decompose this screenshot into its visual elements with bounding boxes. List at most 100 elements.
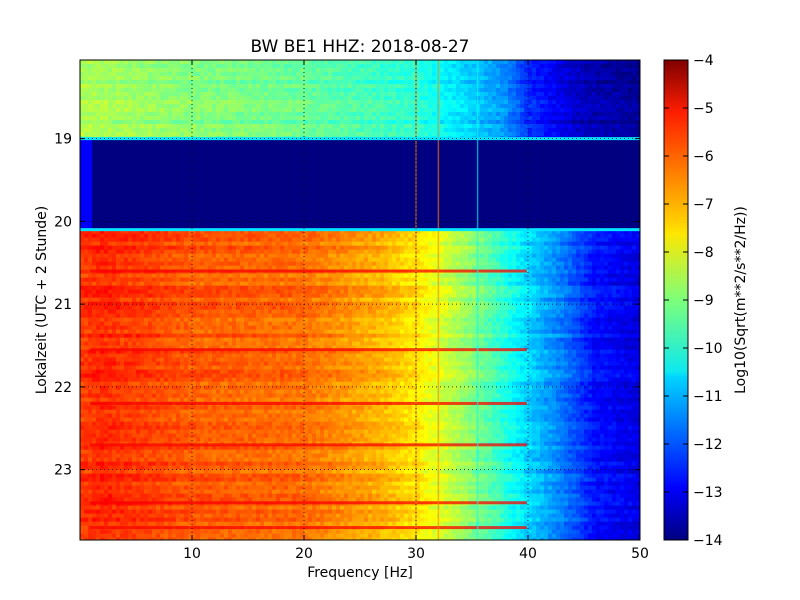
spectrogram-cell <box>272 245 277 251</box>
spectrogram-cell <box>120 72 125 77</box>
spectrogram-cell <box>308 281 313 287</box>
spectrogram-cell <box>604 88 609 93</box>
spectrogram-cell <box>440 281 445 287</box>
spectrogram-cell <box>412 261 417 267</box>
spectrogram-cell <box>212 120 217 125</box>
spectrogram-cell <box>580 96 585 101</box>
spectrogram-cell <box>628 76 633 81</box>
spectrogram-cell <box>212 289 217 295</box>
spectrogram-cell <box>616 120 621 125</box>
spectrogram-cell <box>344 277 349 283</box>
spectrogram-cell <box>472 72 477 77</box>
spectrogram-cell <box>500 277 505 283</box>
spectrogram-cell <box>484 257 489 263</box>
spectrogram-cell <box>512 100 517 105</box>
spectrogram-cell <box>504 132 509 137</box>
spectrogram-cell <box>80 281 85 287</box>
spectrogram-cell <box>196 253 201 259</box>
spectrogram-cell <box>404 132 409 137</box>
spectrogram-cell <box>520 112 525 117</box>
spectrogram-cell <box>528 229 533 235</box>
spectrogram-cell <box>364 245 369 251</box>
spectrogram-cell <box>356 277 361 283</box>
spectrogram-cell <box>572 265 577 271</box>
spectrogram-cell <box>184 273 189 279</box>
spectrogram-cell <box>428 245 433 251</box>
spectrogram-cell <box>592 84 597 89</box>
spectrogram-cell <box>100 108 105 113</box>
spectrogram-cell <box>492 281 497 287</box>
spectrogram-cell <box>496 108 501 113</box>
spectrogram-cell <box>548 72 553 77</box>
spectrogram-cell <box>392 120 397 125</box>
spectrogram-cell <box>348 249 353 255</box>
spectrogram-cell <box>508 96 513 101</box>
spectrogram-cell <box>272 80 277 85</box>
spectrogram-cell <box>184 289 189 295</box>
spectrogram-cell <box>628 269 633 275</box>
spectrogram-cell <box>296 257 301 263</box>
spectrogram-cell <box>384 72 389 77</box>
spectrogram-cell <box>404 285 409 291</box>
spectrogram-cell <box>432 233 437 239</box>
spectrogram-cell <box>408 261 413 267</box>
spectrogram-cell <box>292 257 297 263</box>
spectrogram-cell <box>244 281 249 287</box>
spectrogram-cell <box>600 92 605 97</box>
spectrogram-cell <box>536 124 541 129</box>
spectrogram-cell <box>616 116 621 121</box>
spectrogram-cell <box>520 233 525 239</box>
spectrogram-cell <box>492 116 497 121</box>
spectrogram-cell <box>572 64 577 69</box>
spectrogram-cell <box>264 128 269 133</box>
spectrogram-cell <box>552 261 557 267</box>
spectrogram-cell <box>464 265 469 271</box>
spectrogram-cell <box>524 257 529 263</box>
spectrogram-cell <box>548 96 553 101</box>
spectrogram-cell <box>328 128 333 133</box>
spectrogram-cell <box>528 277 533 283</box>
spectrogram-cell <box>368 132 373 137</box>
spectrogram-cell <box>520 265 525 271</box>
spectrogram-cell <box>528 249 533 255</box>
spectrogram-cell <box>96 277 101 283</box>
spectrogram-cell <box>120 84 125 89</box>
spectrogram-cell <box>276 108 281 113</box>
spectrogram-cell <box>156 249 161 255</box>
spectrogram-cell <box>180 76 185 81</box>
spectrogram-cell <box>304 237 309 243</box>
spectrogram-cell <box>244 277 249 283</box>
spectrogram-cell <box>584 92 589 97</box>
spectrogram-cell <box>228 245 233 251</box>
spectrogram-cell <box>520 64 525 69</box>
spectrogram-cell <box>256 257 261 263</box>
spectrogram-cell <box>592 104 597 109</box>
spectrogram-cell <box>512 72 517 77</box>
spectrogram-cell <box>188 112 193 117</box>
spectrogram-cell <box>572 104 577 109</box>
spectrogram-cell <box>516 116 521 121</box>
spectrogram-cell <box>520 229 525 235</box>
spectrogram-cell <box>636 96 640 101</box>
spectrogram-cell <box>372 261 377 267</box>
spectrogram-cell <box>624 76 629 81</box>
spectrogram-cell <box>320 237 325 243</box>
spectrogram-cell <box>372 80 377 85</box>
spectrogram-cell <box>472 104 477 109</box>
spectrogram-cell <box>252 257 257 263</box>
spectrogram-cell <box>540 229 545 235</box>
spectrogram-cell <box>556 233 561 239</box>
spectrogram-cell <box>544 241 549 247</box>
spectrogram-cell <box>516 100 521 105</box>
spectrogram-cell <box>592 265 597 271</box>
spectrogram-cell <box>632 68 637 73</box>
spectrogram-cell <box>524 261 529 267</box>
spectrogram-cell <box>600 120 605 125</box>
spectrogram-cell <box>528 92 533 97</box>
spectrogram-cell <box>556 96 561 101</box>
spectrogram-cell <box>320 76 325 81</box>
spectrogram-cell <box>324 72 329 77</box>
spectrogram-cell <box>140 289 145 295</box>
spectrogram-cell <box>216 261 221 267</box>
spectrogram-cell <box>632 84 637 89</box>
